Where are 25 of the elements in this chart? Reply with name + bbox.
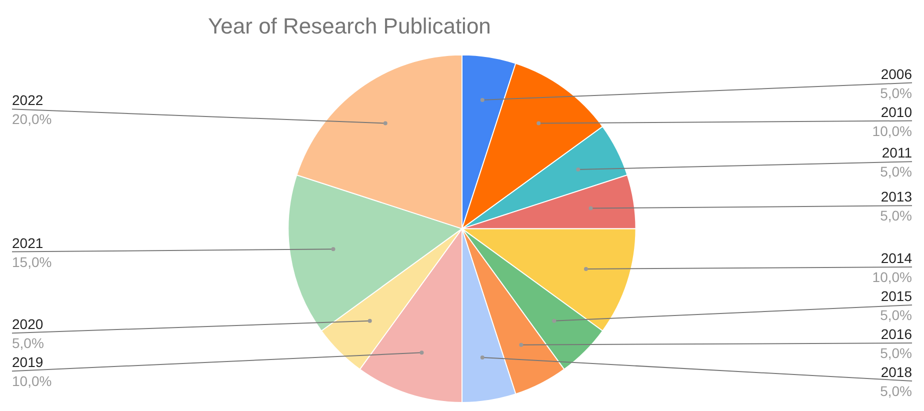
- data-label: 5,0%: [880, 383, 912, 399]
- data-label: 5,0%: [880, 208, 912, 224]
- slice-label: 2015: [880, 288, 912, 304]
- slice-label: 2018: [880, 364, 912, 380]
- data-label: 15,0%: [12, 254, 52, 270]
- slice-label: 2020: [12, 316, 44, 332]
- slice-label: 2016: [880, 326, 912, 342]
- data-label: 5,0%: [880, 345, 912, 361]
- chart-title: Year of Research Publication: [208, 13, 491, 38]
- slice-label: 2013: [880, 188, 912, 205]
- slice-label: 2006: [880, 66, 912, 82]
- data-label: 5,0%: [880, 307, 912, 323]
- data-label: 20,0%: [12, 111, 52, 128]
- data-label: 10,0%: [872, 269, 912, 285]
- data-label: 5,0%: [12, 335, 44, 352]
- data-label: 5,0%: [880, 164, 912, 180]
- data-label: 10,0%: [12, 373, 52, 390]
- slice-label: 2014: [880, 250, 912, 266]
- data-label: 5,0%: [880, 84, 912, 101]
- slice-label: 2021: [12, 234, 44, 251]
- slice-label: 2011: [882, 144, 912, 161]
- data-label: 10,0%: [872, 122, 912, 139]
- slice-label: 2022: [12, 92, 44, 108]
- slice-label: 2010: [880, 104, 912, 120]
- slice-label: 2019: [12, 354, 44, 370]
